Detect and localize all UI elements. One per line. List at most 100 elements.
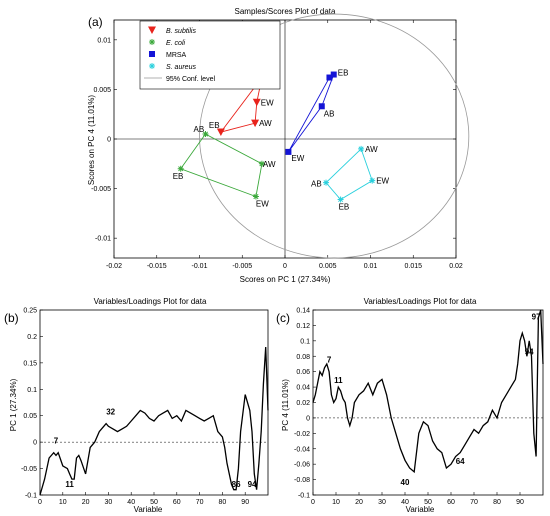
pc1-x-tick-label: 0 xyxy=(38,499,42,506)
pc1-x-tick-label: 70 xyxy=(196,499,204,506)
point-label: AB xyxy=(193,125,204,134)
panel-label-b: (b) xyxy=(4,311,19,325)
pc4-series-line xyxy=(312,309,544,474)
pc1-annotation: 94 xyxy=(248,480,257,489)
legend-box xyxy=(139,20,281,90)
pc1-x-tick-label: 10 xyxy=(59,499,67,506)
pc4-x-tick-label: 20 xyxy=(355,499,363,506)
pc4-y-tick-label: -0.1 xyxy=(298,493,310,500)
series-outline xyxy=(179,133,263,198)
point-label: EW xyxy=(291,154,304,163)
scores-y-axis-label: Scores on PC 4 (11.01%) xyxy=(87,95,96,185)
scatter-point xyxy=(369,177,376,184)
legend-marker xyxy=(149,51,155,57)
legend-marker xyxy=(149,63,155,69)
pc4-y-tick-label: 0.06 xyxy=(296,369,310,376)
pc4-loadings-plot: (c) Variables/Loadings Plot for data Var… xyxy=(276,297,544,514)
pc4-y-tick-label: 0.04 xyxy=(296,385,310,392)
pc4-x-axis-label: Variable xyxy=(406,505,435,514)
pc1-y-tick-label: 0.15 xyxy=(23,360,37,367)
scatter-point xyxy=(326,74,333,81)
pc1-y-tick-label: 0.2 xyxy=(27,334,37,341)
legend-entry: S. aureus xyxy=(166,64,196,71)
point-label: EW xyxy=(261,98,274,107)
point-label: EW xyxy=(256,200,269,209)
pc4-y-tick-label: 0.14 xyxy=(296,308,310,315)
legend-marker xyxy=(149,39,155,45)
scores-x-tick-label: -0.015 xyxy=(147,263,167,270)
scatter-point xyxy=(252,98,261,107)
pc4-y-tick-label: 0.12 xyxy=(296,323,310,330)
point-label: AW xyxy=(263,160,276,169)
series-outline xyxy=(325,148,373,201)
pc4-y-tick-label: -0.04 xyxy=(294,446,310,453)
pc4-y-tick-label: 0.1 xyxy=(300,338,310,345)
pc1-plot-frame xyxy=(39,309,269,496)
pc1-y-axis-label: PC 1 (27.34%) xyxy=(9,378,18,431)
pc4-y-tick-label: 0.02 xyxy=(296,400,310,407)
scores-x-tick-label: 0.015 xyxy=(404,263,422,270)
panel-label-a: (a) xyxy=(88,15,103,29)
legend-entry-conf: 95% Conf. level xyxy=(166,76,215,83)
point-label: AB xyxy=(324,109,335,118)
scatter-point xyxy=(323,179,330,186)
pc4-y-tick-label: 0 xyxy=(306,415,310,422)
pc1-loadings-title: Variables/Loadings Plot for data xyxy=(94,297,207,306)
pc4-x-tick-label: 10 xyxy=(332,499,340,506)
scores-y-tick-label: 0 xyxy=(107,137,111,144)
pc4-annotation: 40 xyxy=(401,478,410,487)
scores-x-tick-label: -0.01 xyxy=(192,263,208,270)
pc4-x-tick-label: 40 xyxy=(401,499,409,506)
pc4-x-tick-label: 70 xyxy=(470,499,478,506)
scatter-point xyxy=(177,165,184,172)
scores-y-tick-label: -0.005 xyxy=(91,186,111,193)
pc4-x-tick-label: 60 xyxy=(447,499,455,506)
pc4-annotation: 11 xyxy=(334,376,343,385)
scores-x-tick-label: 0 xyxy=(283,263,287,270)
pc4-y-axis-label: PC 4 (11.01%) xyxy=(281,379,290,431)
scores-x-axis-label: Scores on PC 1 (27.34%) xyxy=(240,275,331,284)
pc1-y-tick-label: 0 xyxy=(33,440,37,447)
point-label: EB xyxy=(173,172,184,181)
pc4-x-tick-label: 90 xyxy=(516,499,524,506)
scatter-point xyxy=(285,148,292,155)
pc4-y-tick-label: -0.02 xyxy=(294,431,310,438)
scatter-point xyxy=(216,128,225,137)
pc1-x-tick-label: 50 xyxy=(150,499,158,506)
pc1-y-tick-label: -0.05 xyxy=(21,466,37,473)
pc4-annotation: 94 xyxy=(525,348,534,357)
pc4-y-tick-label: -0.08 xyxy=(294,477,310,484)
pc1-x-tick-label: 20 xyxy=(82,499,90,506)
pc4-annotation: 7 xyxy=(327,355,332,364)
scatter-point xyxy=(337,196,344,203)
scores-plot-title: Samples/Scores Plot of data xyxy=(235,7,336,16)
scatter-point xyxy=(252,193,259,200)
scatter-point xyxy=(358,145,365,152)
pc4-annotation: 64 xyxy=(456,457,465,466)
scatter-point xyxy=(318,103,325,110)
pc1-y-tick-label: 0.25 xyxy=(23,308,37,315)
pc1-x-tick-label: 60 xyxy=(173,499,181,506)
pc1-series-line xyxy=(39,346,269,496)
pc1-x-tick-label: 80 xyxy=(219,499,227,506)
panel-label-c: (c) xyxy=(276,311,290,325)
pc1-annotation: 7 xyxy=(54,437,59,446)
pc4-annotation: 97 xyxy=(532,312,541,321)
confidence-ellipse xyxy=(199,13,470,259)
pc4-x-tick-label: 80 xyxy=(493,499,501,506)
scores-plot: (a) Samples/Scores Plot of data Scores o… xyxy=(87,7,470,284)
pc1-x-tick-label: 90 xyxy=(241,499,249,506)
point-label: AW xyxy=(365,145,378,154)
scores-y-tick-label: -0.01 xyxy=(95,236,111,243)
pc1-x-axis-label: Variable xyxy=(134,505,163,514)
pc4-plot-frame xyxy=(312,309,544,496)
point-label: EB xyxy=(338,69,349,78)
scores-y-tick-label: 0.005 xyxy=(93,87,111,94)
pc1-y-tick-label: -0.1 xyxy=(25,493,37,500)
pc1-annotation: 11 xyxy=(65,480,74,489)
scatter-point xyxy=(251,119,260,128)
pc4-y-tick-label: -0.06 xyxy=(294,462,310,469)
scores-legend: B. subtilis E. coli MRSA S. aureus 95% Conf.… xyxy=(139,20,281,90)
point-label: EW xyxy=(376,177,389,186)
